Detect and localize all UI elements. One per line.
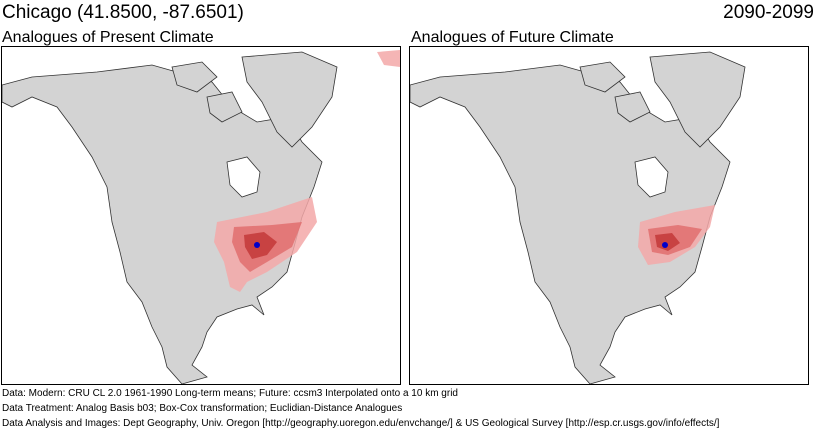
present-panel-title: Analogues of Present Climate [2,29,214,46]
analogue-regions [214,50,400,292]
hudson-bay [634,156,669,198]
future-climate-map [409,46,809,385]
footer-analysis-line: Data Analysis and Images: Dept Geography… [2,418,720,429]
future-map-svg [410,51,746,384]
analogue-regions [638,205,715,265]
footer-treatment-line: Data Treatment: Analog Basis b03; Box-Co… [2,403,403,414]
north-america-landmass [2,64,323,384]
analogue-dark-region [244,232,277,259]
title-row: Chicago (41.8500, -87.6501) 2090-2099 [0,0,816,26]
location-title: Chicago (41.8500, -87.6501) [2,2,244,23]
footer-data-line: Data: Modern: CRU CL 2.0 1961-1990 Long-… [2,388,458,399]
future-panel-title: Analogues of Future Climate [411,29,614,46]
hudson-bay [226,156,261,198]
land-masses [410,51,746,384]
city-marker-present [254,242,260,248]
present-climate-map [1,46,401,385]
greenland-landmass [649,51,746,148]
present-map-svg [2,50,400,384]
north-america-landmass [410,64,731,384]
arctic-island-2 [206,91,243,123]
land-masses [2,51,338,384]
analogue-light-region-ne [377,50,400,67]
arctic-island-1 [579,61,626,93]
period-label: 2090-2099 [723,2,814,23]
greenland-landmass [241,51,338,148]
analogue-dark-region [655,233,680,251]
city-marker-future [662,242,668,248]
arctic-island-2 [614,91,651,123]
arctic-island-1 [171,61,218,93]
